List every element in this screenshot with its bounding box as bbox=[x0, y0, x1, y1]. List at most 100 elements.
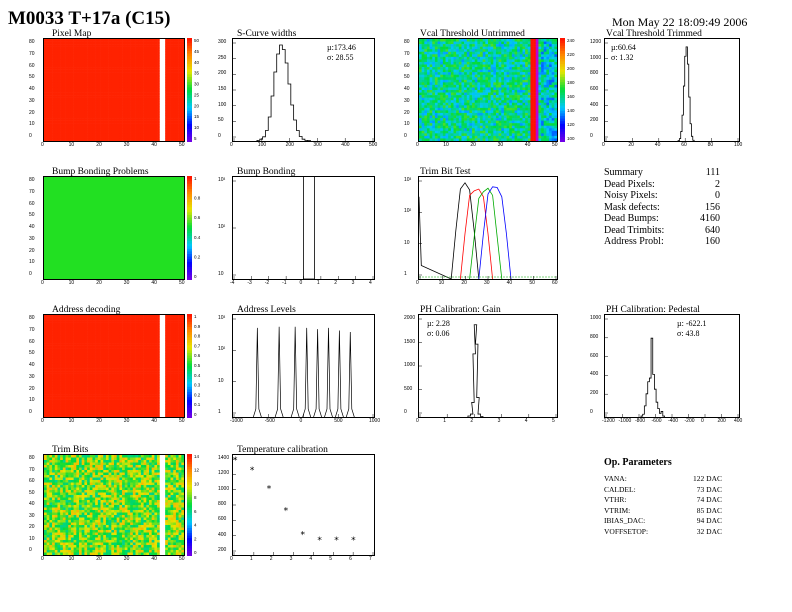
heatmap-cell bbox=[79, 54, 82, 58]
heatmap-cell bbox=[111, 120, 115, 124]
heatmap-cell bbox=[480, 118, 483, 121]
heatmap-cell bbox=[178, 97, 182, 101]
heatmap-cell bbox=[498, 100, 502, 104]
heatmap-cell bbox=[464, 128, 468, 132]
color-scale-step bbox=[187, 204, 192, 208]
heatmap-cell bbox=[57, 373, 61, 377]
heatmap-cell bbox=[97, 90, 101, 93]
heatmap-cell bbox=[495, 72, 499, 75]
heatmap-cell bbox=[424, 138, 428, 142]
heatmap-cell bbox=[162, 41, 166, 45]
heatmap-cell bbox=[551, 44, 555, 47]
heatmap-cell bbox=[495, 41, 499, 45]
heatmap-cell bbox=[143, 69, 147, 73]
heatmap-cell bbox=[458, 112, 462, 116]
heatmap-cell bbox=[105, 64, 109, 68]
heatmap-cell bbox=[154, 97, 158, 101]
heatmap-cell bbox=[493, 51, 497, 55]
heatmap-cell bbox=[549, 92, 552, 96]
heatmap-cell bbox=[81, 84, 85, 88]
bump-map-heatmap bbox=[43, 176, 185, 280]
heatmap-cell bbox=[517, 87, 521, 91]
heatmap-cell bbox=[495, 90, 499, 93]
heatmap-cell bbox=[151, 61, 155, 65]
heatmap-cell bbox=[490, 64, 494, 68]
heatmap-cell bbox=[62, 337, 66, 341]
heatmap-cell bbox=[149, 90, 152, 93]
heatmap-cell bbox=[519, 87, 523, 91]
heatmap-cell bbox=[472, 118, 476, 121]
heatmap-cell bbox=[525, 72, 529, 75]
heatmap-cell bbox=[162, 69, 166, 73]
color-scale-step bbox=[187, 58, 192, 62]
heatmap-cell bbox=[525, 92, 529, 96]
heatmap-cell bbox=[60, 409, 64, 413]
heatmap-cell bbox=[165, 105, 169, 109]
heatmap-cell bbox=[517, 44, 521, 47]
heatmap-cell bbox=[65, 61, 69, 65]
heatmap-cell bbox=[54, 368, 58, 372]
heatmap-cell bbox=[89, 125, 93, 129]
heatmap-cell bbox=[122, 100, 126, 104]
heatmap-cell bbox=[68, 39, 72, 42]
heatmap-cell bbox=[54, 56, 58, 60]
heatmap-cell bbox=[44, 327, 47, 331]
heatmap-cell bbox=[434, 112, 438, 116]
heatmap-cell bbox=[65, 332, 69, 336]
heatmap-cell bbox=[62, 105, 66, 109]
heatmap-cell bbox=[472, 67, 476, 70]
heatmap-cell bbox=[477, 95, 481, 98]
heatmap-cell bbox=[87, 125, 91, 129]
heatmap-cell bbox=[157, 46, 161, 50]
heatmap-cell bbox=[70, 320, 74, 323]
heatmap-cell bbox=[130, 49, 134, 53]
heatmap-cell bbox=[57, 115, 61, 119]
heatmap-cell bbox=[65, 363, 69, 367]
heatmap-cell bbox=[490, 90, 494, 93]
heatmap-cell bbox=[474, 64, 478, 68]
heatmap-cell bbox=[458, 95, 462, 98]
heatmap-cell bbox=[434, 72, 438, 75]
heatmap-cell bbox=[68, 343, 72, 346]
heatmap-cell bbox=[167, 133, 171, 137]
heatmap-cell bbox=[530, 51, 534, 55]
heatmap-cell bbox=[87, 74, 91, 78]
heatmap-cell bbox=[549, 46, 552, 50]
heatmap-cell bbox=[170, 54, 174, 58]
heatmap-cell bbox=[73, 386, 77, 390]
heatmap-cell bbox=[97, 79, 101, 83]
heatmap-cell bbox=[57, 414, 61, 418]
heatmap-cell bbox=[157, 118, 161, 121]
heatmap-cell bbox=[541, 107, 545, 111]
heatmap-cell bbox=[549, 41, 552, 45]
heatmap-cell bbox=[461, 130, 465, 134]
heatmap-cell bbox=[62, 74, 66, 78]
heatmap-cell bbox=[442, 77, 446, 81]
heatmap-cell bbox=[73, 49, 77, 53]
heatmap-cell bbox=[461, 92, 465, 96]
heatmap-cell bbox=[70, 409, 74, 413]
heatmap-cell bbox=[97, 133, 101, 137]
heatmap-cell bbox=[108, 110, 112, 114]
heatmap-cell bbox=[498, 54, 502, 58]
heatmap-cell bbox=[509, 135, 513, 139]
heatmap-cell bbox=[453, 64, 457, 68]
heatmap-cell bbox=[498, 123, 502, 126]
heatmap-cell bbox=[488, 105, 491, 109]
heatmap-cell bbox=[70, 394, 74, 397]
heatmap-cell bbox=[46, 74, 50, 78]
heatmap-cell bbox=[546, 69, 550, 73]
heatmap-cell bbox=[175, 105, 179, 109]
heatmap-cell bbox=[424, 64, 428, 68]
heatmap-cell bbox=[81, 79, 85, 83]
heatmap-cell bbox=[538, 72, 542, 75]
heatmap-cell bbox=[461, 69, 465, 73]
heatmap-cell bbox=[52, 353, 56, 357]
heatmap-cell bbox=[469, 87, 473, 91]
heatmap-cell bbox=[62, 39, 66, 42]
heatmap-cell bbox=[541, 64, 545, 68]
heatmap-cell bbox=[424, 115, 428, 119]
heatmap-cell bbox=[421, 74, 425, 78]
heatmap-cell bbox=[79, 394, 82, 397]
heatmap-cell bbox=[76, 51, 80, 55]
